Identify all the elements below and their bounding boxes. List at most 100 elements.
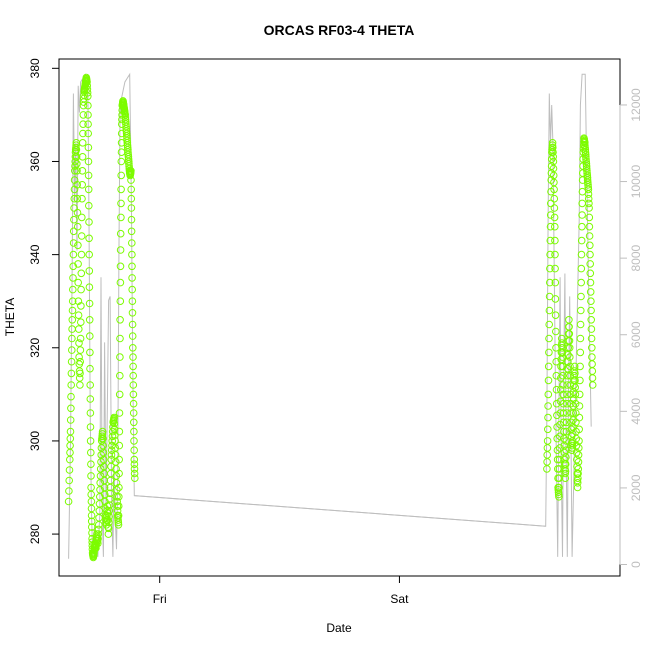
data-point: [128, 262, 136, 271]
data-point: [544, 362, 553, 371]
data-point: [104, 530, 113, 538]
data-point: [117, 171, 125, 180]
data-point: [557, 374, 565, 382]
data-point: [574, 469, 582, 478]
left-tick-label: 340: [28, 244, 42, 264]
data-point: [549, 148, 557, 156]
data-point: [129, 409, 138, 417]
y-axis-label: THETA: [3, 298, 17, 336]
data-point: [574, 465, 583, 473]
data-point: [85, 267, 94, 275]
data-point: [587, 325, 596, 333]
data-point: [98, 430, 107, 438]
data-point: [128, 309, 137, 317]
data-point: [69, 285, 77, 294]
x-tick-label: Fri: [153, 592, 167, 606]
data-point: [556, 432, 564, 441]
data-point: [105, 501, 114, 509]
data-point: [117, 157, 126, 166]
data-point: [70, 215, 78, 224]
data-point: [130, 418, 138, 427]
data-point: [107, 451, 116, 459]
data-point: [116, 353, 124, 361]
data-point: [73, 181, 81, 189]
data-point: [84, 143, 93, 152]
data-point: [85, 299, 94, 308]
data-point: [552, 357, 561, 366]
data-point: [69, 250, 78, 259]
data-point: [558, 339, 566, 347]
data-point: [69, 274, 77, 282]
data-point: [543, 437, 552, 445]
data-point: [556, 385, 565, 394]
data-point: [551, 250, 559, 259]
data-point: [84, 129, 92, 138]
data-point: [77, 232, 86, 240]
data-point: [585, 232, 594, 240]
data-point: [586, 278, 595, 287]
data-point: [116, 371, 124, 380]
data-point: [114, 511, 123, 520]
data-point: [587, 297, 595, 306]
data-point: [87, 460, 95, 469]
data-point: [544, 425, 552, 434]
data-point: [577, 306, 585, 315]
data-point: [83, 89, 92, 97]
data-point: [584, 190, 593, 198]
data-point: [551, 222, 559, 231]
data-point: [64, 497, 73, 506]
data-point: [558, 362, 567, 371]
data-point: [545, 306, 554, 315]
data-point: [117, 199, 125, 208]
data-point: [584, 185, 593, 194]
data-point: [545, 320, 554, 329]
data-point: [555, 493, 563, 501]
data-point: [550, 194, 559, 203]
data-point: [94, 525, 103, 534]
data-point: [106, 489, 114, 498]
data-point: [74, 278, 82, 287]
data-point: [116, 316, 124, 324]
data-point: [128, 297, 137, 306]
data-point: [75, 325, 83, 333]
left-tick-label: 280: [28, 524, 42, 544]
data-point: [71, 162, 79, 170]
data-point: [73, 208, 82, 217]
data-point: [567, 409, 575, 417]
data-point: [127, 194, 136, 203]
data-point: [117, 185, 125, 194]
data-point: [127, 204, 136, 212]
data-point: [127, 176, 135, 184]
data-point: [104, 524, 113, 533]
data-point: [76, 381, 84, 389]
data-point: [130, 437, 138, 445]
data-point: [575, 437, 583, 445]
data-point: [84, 185, 93, 194]
data-point: [68, 306, 77, 315]
data-point: [65, 487, 73, 495]
data-point: [129, 381, 138, 389]
data-point: [562, 418, 571, 427]
left-tick-label: 380: [28, 58, 42, 78]
data-point: [75, 353, 83, 361]
data-point: [86, 409, 95, 417]
data-point: [545, 348, 553, 357]
data-point: [94, 539, 102, 548]
data-point: [69, 227, 78, 236]
data-point: [543, 458, 551, 466]
data-point: [85, 234, 93, 243]
data-point: [566, 362, 574, 371]
data-point: [67, 392, 75, 401]
data-point: [84, 120, 92, 128]
data-point: [585, 222, 594, 231]
data-point: [563, 390, 571, 399]
data-point: [546, 236, 555, 245]
data-point: [86, 437, 95, 445]
data-point: [114, 521, 123, 529]
data-point: [578, 199, 587, 208]
data-point: [77, 302, 85, 310]
data-point: [127, 185, 135, 194]
data-point: [546, 278, 554, 287]
data-point: [585, 204, 593, 212]
data-point: [115, 493, 123, 501]
